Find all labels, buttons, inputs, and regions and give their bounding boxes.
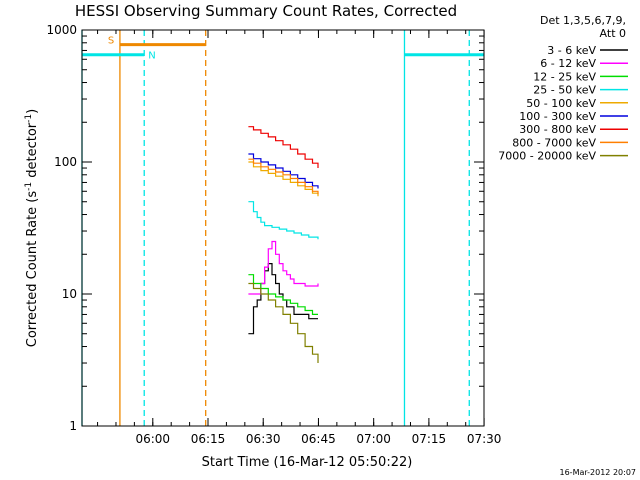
plot-frame <box>81 29 485 427</box>
x-axis-label: Start Time (16-Mar-12 05:50:22) <box>202 455 413 470</box>
y-axis-label: Corrected Count Rate (s-1 detector-1) <box>24 109 40 347</box>
legend-header-detectors: Det 1,3,5,6,7,9, <box>540 14 626 27</box>
series-lines <box>248 126 319 363</box>
series-line-7 <box>248 158 319 195</box>
series-line-6 <box>248 126 319 168</box>
legend-header-attenuator: Att 0 <box>600 27 626 40</box>
x-tick-label: 07:30 <box>467 432 502 446</box>
legend-label-4: 50 - 100 keV <box>526 97 596 110</box>
timestamp: 16-Mar-2012 20:07 <box>560 468 637 477</box>
x-tick-label: 06:00 <box>135 432 170 446</box>
series-line-1 <box>248 240 319 295</box>
series-line-2 <box>248 274 318 315</box>
legend-label-0: 3 - 6 keV <box>547 44 596 57</box>
series-line-3 <box>248 201 319 240</box>
legend-label-2: 12 - 25 keV <box>533 70 596 83</box>
legend-label-5: 100 - 300 keV <box>519 110 596 123</box>
series-line-0 <box>248 263 318 335</box>
legend-label-3: 25 - 50 keV <box>533 84 596 97</box>
x-tick-label: 06:45 <box>301 432 336 446</box>
y-tick-label: 100 <box>54 155 77 169</box>
y-tick-label: 1000 <box>46 23 77 37</box>
x-tick-label: 06:30 <box>246 432 281 446</box>
saa-bar-label: S <box>108 36 114 47</box>
chart-title: HESSI Observing Summary Count Rates, Cor… <box>75 2 457 20</box>
x-tick-label: 07:15 <box>412 432 447 446</box>
legend-label-7: 800 - 7000 keV <box>512 136 596 149</box>
y-tick-label: 10 <box>62 287 77 301</box>
legend-label-8: 7000 - 20000 keV <box>498 150 596 163</box>
legend-label-1: 6 - 12 keV <box>540 57 596 70</box>
series-line-8 <box>248 282 319 363</box>
series-line-4 <box>248 161 319 197</box>
x-tick-label: 06:15 <box>191 432 226 446</box>
axes: 06:00 06:15 06:30 06:45 07:00 07:15 07:30 1 10 10… <box>46 23 501 446</box>
series-line-5 <box>248 153 319 189</box>
night-bar-label: N <box>148 51 155 62</box>
legend-label-6: 300 - 800 keV <box>519 123 596 136</box>
x-tick-label: 07:00 <box>356 432 391 446</box>
y-tick-label: 1 <box>69 419 77 433</box>
